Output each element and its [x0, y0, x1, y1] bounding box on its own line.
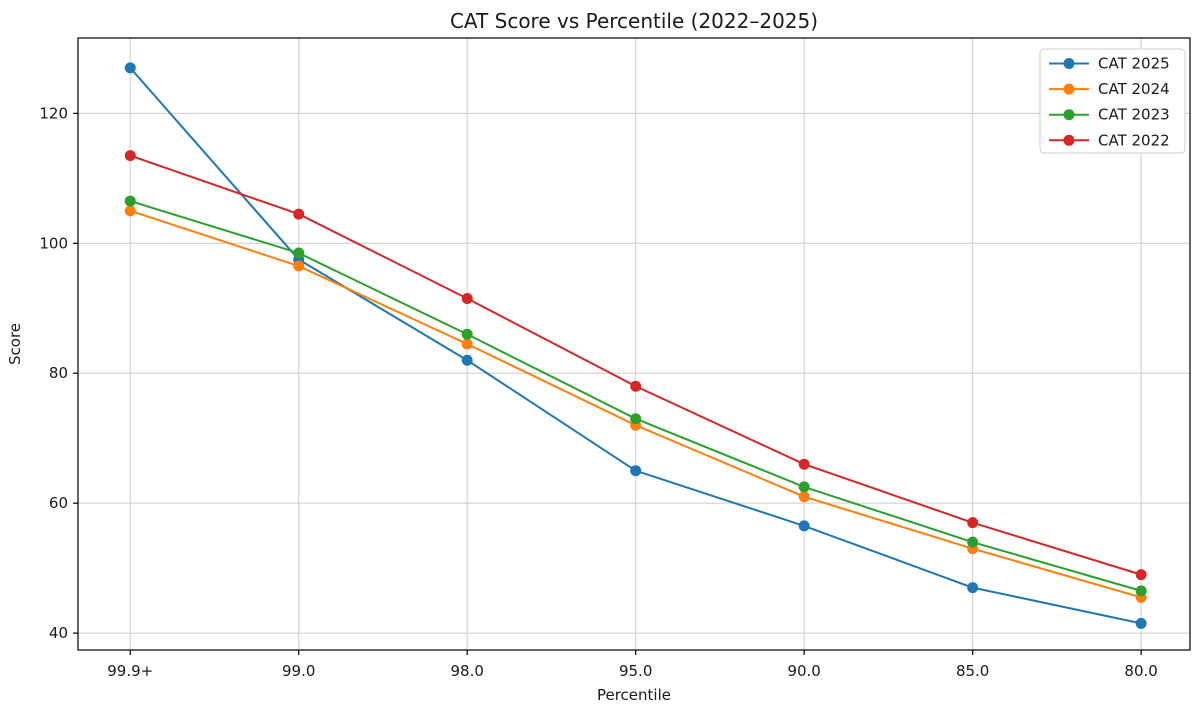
x-tick-label: 80.0: [1124, 662, 1157, 680]
data-point-cat-2022: [967, 517, 979, 529]
data-point-cat-2023: [630, 413, 642, 425]
data-point-cat-2025: [1135, 617, 1147, 629]
x-tick-label: 99.9+: [107, 662, 153, 680]
y-axis-label: Score: [6, 323, 24, 365]
data-point-cat-2022: [630, 380, 642, 392]
gridlines: [78, 38, 1190, 650]
data-point-cat-2023: [1135, 585, 1147, 597]
data-point-cat-2022: [293, 208, 305, 220]
legend-marker-icon: [1063, 58, 1075, 69]
data-point-cat-2022: [798, 458, 810, 470]
data-point-cat-2023: [124, 195, 136, 207]
legend-frame: [1039, 48, 1186, 154]
data-point-cat-2024: [124, 205, 136, 217]
data-point-cat-2024: [798, 491, 810, 503]
x-tick-label: 98.0: [450, 662, 483, 680]
data-point-cat-2025: [630, 465, 642, 477]
data-point-cat-2023: [293, 247, 305, 259]
y-tick-label: 80: [49, 364, 68, 382]
legend-label: CAT 2025: [1098, 55, 1170, 73]
data-point-cat-2022: [124, 150, 136, 162]
legend-marker-icon: [1063, 109, 1075, 121]
data-point-cat-2023: [967, 536, 979, 548]
x-tick-label: 95.0: [619, 662, 652, 680]
series-cat-2024: [124, 205, 1147, 603]
data-point-cat-2025: [461, 354, 473, 366]
data-point-cat-2023: [461, 328, 473, 340]
chart-title: CAT Score vs Percentile (2022–2025): [450, 9, 818, 33]
data-series: [124, 62, 1147, 629]
y-tick-label: 60: [49, 494, 68, 512]
y-tick-label: 120: [39, 104, 68, 122]
legend-entry-cat-2022: CAT 2022: [1049, 131, 1170, 149]
series-cat-2022: [124, 150, 1147, 581]
y-tick-label: 100: [39, 234, 68, 252]
legend-marker-icon: [1063, 83, 1075, 95]
legend-marker-icon: [1063, 134, 1075, 146]
x-tick-label: 99.0: [282, 662, 315, 680]
legend-label: CAT 2022: [1098, 131, 1170, 149]
data-point-cat-2024: [461, 338, 473, 350]
legend-entry-cat-2023: CAT 2023: [1049, 106, 1170, 124]
legend-entry-cat-2025: CAT 2025: [1049, 55, 1170, 73]
data-point-cat-2024: [293, 260, 305, 272]
legend-entry-cat-2024: CAT 2024: [1049, 80, 1170, 98]
data-point-cat-2022: [461, 293, 473, 305]
series-cat-2023: [124, 195, 1147, 597]
data-point-cat-2025: [967, 582, 979, 594]
legend: CAT 2025 CAT 2024 CAT 2023 CAT 2022: [1039, 48, 1186, 154]
data-point-cat-2022: [1135, 569, 1147, 581]
x-tick-label: 85.0: [956, 662, 989, 680]
series-cat-2025: [124, 62, 1147, 629]
plot-border: [77, 37, 1191, 651]
x-axis-label: Percentile: [597, 686, 671, 704]
legend-label: CAT 2023: [1098, 106, 1170, 124]
data-point-cat-2025: [798, 520, 810, 532]
x-tick-label: 90.0: [787, 662, 820, 680]
y-tick-label: 40: [49, 624, 68, 642]
legend-label: CAT 2024: [1098, 80, 1170, 98]
axis-ticks: 99.9+ 99.0 98.0 95.0 90.0 85.0 80.0 40 60 80 100 12…: [39, 104, 1157, 680]
data-point-cat-2023: [798, 481, 810, 493]
data-point-cat-2025: [124, 62, 136, 74]
